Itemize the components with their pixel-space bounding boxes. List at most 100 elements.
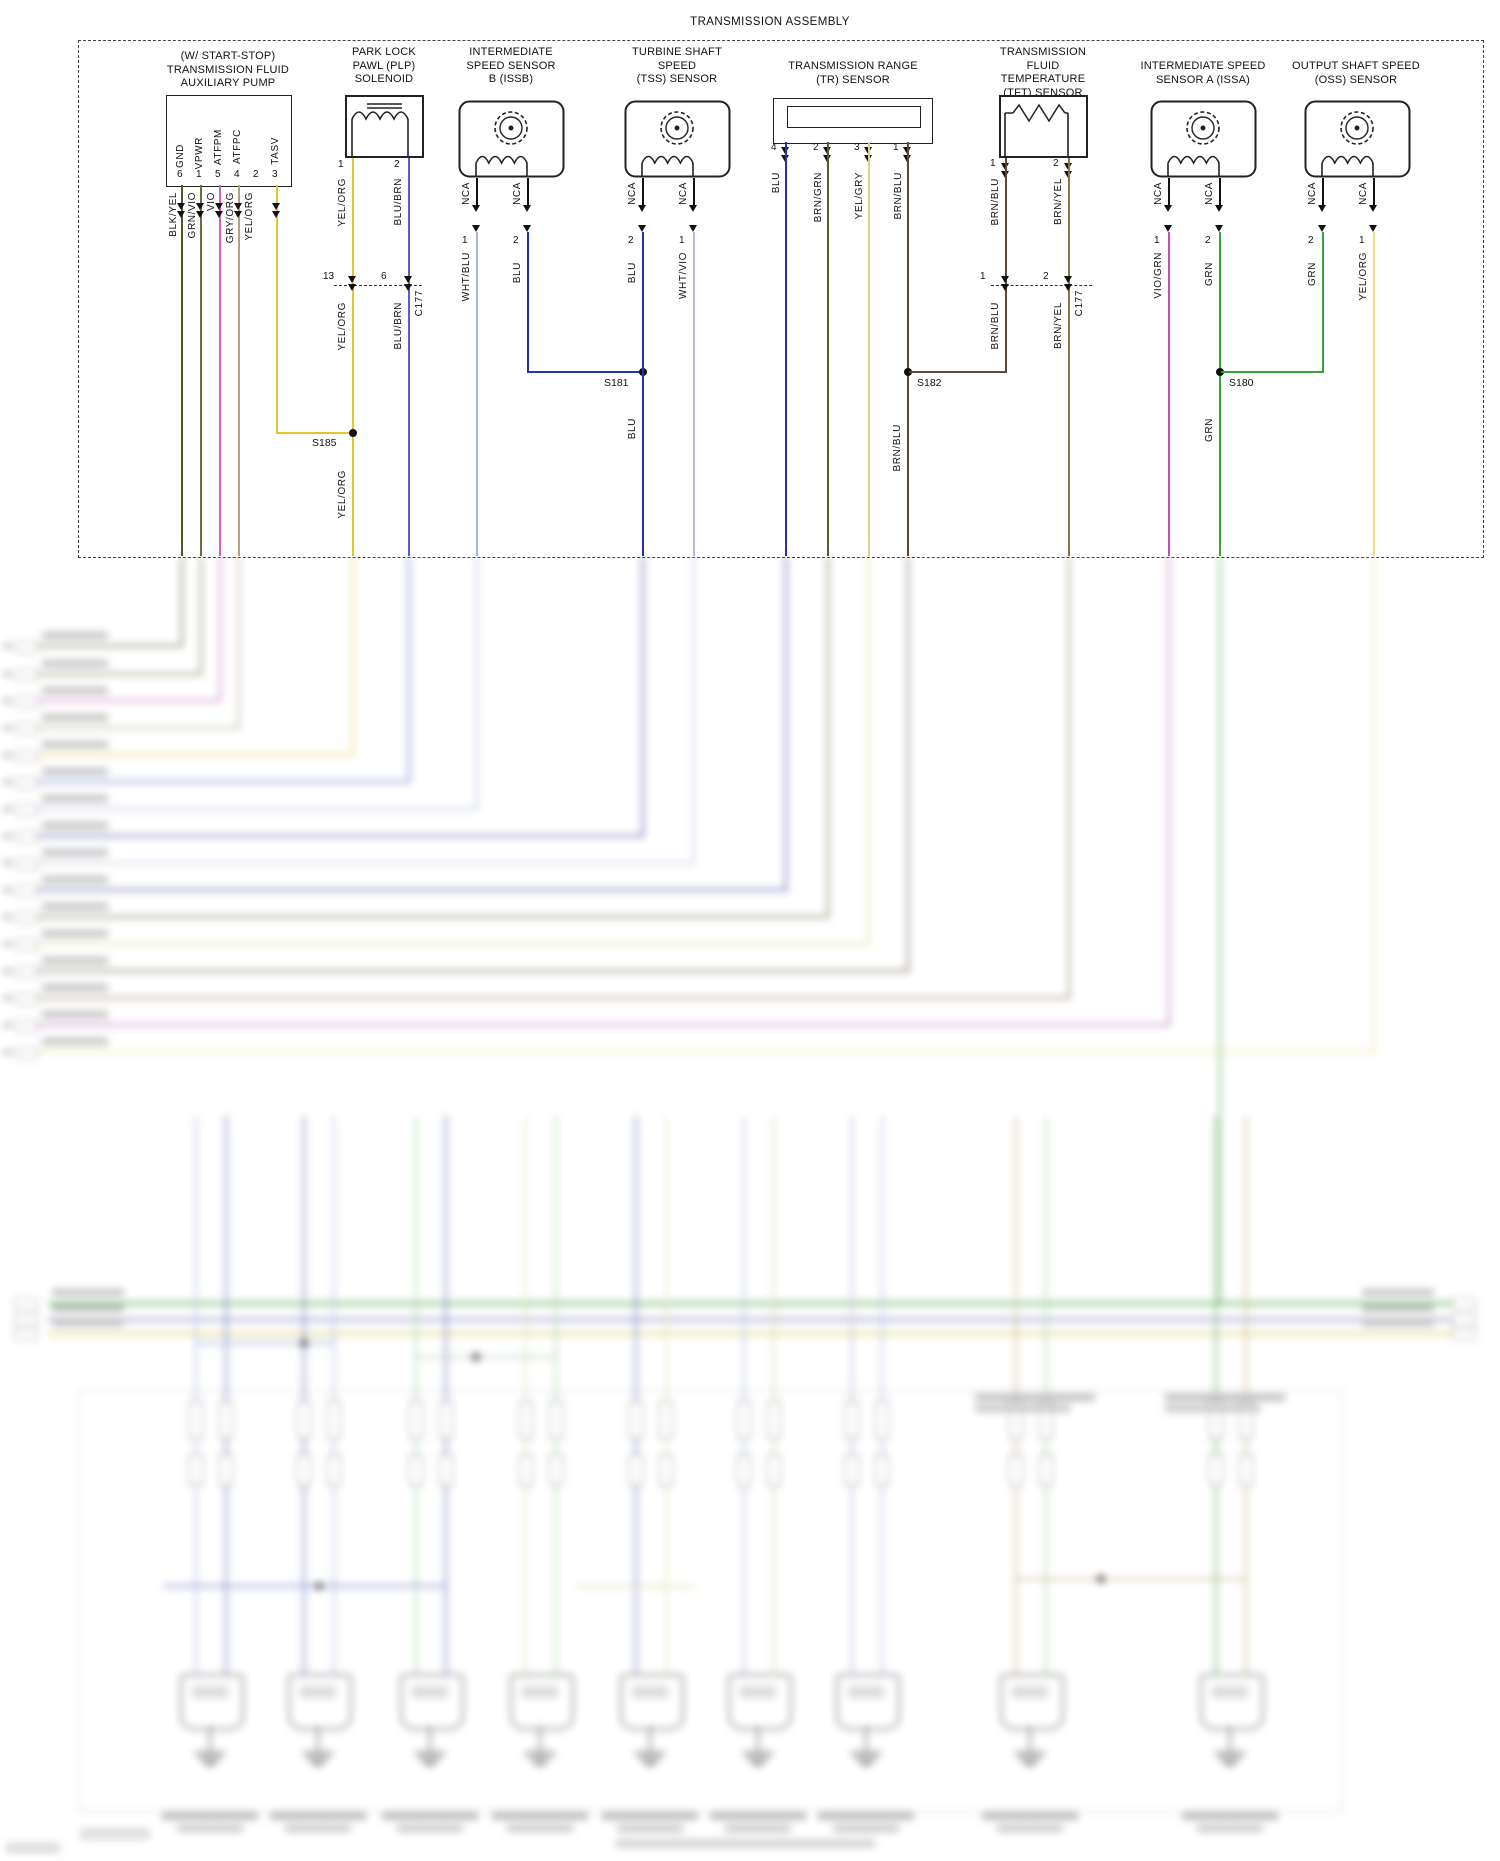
blur-shape bbox=[52, 1305, 124, 1312]
pump-pin-number: 5 bbox=[215, 169, 221, 180]
blur-shape bbox=[1452, 1328, 1476, 1340]
blur-shape bbox=[36, 943, 870, 945]
pump-wire-tasv bbox=[276, 185, 278, 434]
blur-shape bbox=[408, 556, 410, 783]
plp-wire-blubrn bbox=[408, 158, 410, 556]
plp-title-line2: PAWL (PLP) bbox=[352, 59, 416, 72]
pump-pin-number: 1 bbox=[196, 169, 202, 180]
blur-shape bbox=[409, 1454, 423, 1486]
blur-shape bbox=[649, 1726, 651, 1752]
pump-pin-number: 4 bbox=[234, 169, 240, 180]
blur-shape bbox=[492, 1812, 588, 1820]
blur-shape bbox=[1182, 1812, 1278, 1820]
blur-shape bbox=[42, 795, 108, 802]
plp-wire-label-yelorg: YEL/ORG bbox=[337, 470, 348, 519]
blur-shape bbox=[539, 1726, 541, 1752]
inline-connector-arrow bbox=[1318, 205, 1326, 212]
blur-shape bbox=[861, 1763, 871, 1766]
tss-pigtail bbox=[693, 178, 695, 206]
plp-wire-yelorg bbox=[352, 158, 354, 556]
issa-wire-label-viogrn: VIO/GRN bbox=[1153, 252, 1164, 299]
issb-wire-blu bbox=[527, 232, 529, 373]
blur-shape bbox=[313, 1763, 323, 1766]
blur-shape bbox=[42, 741, 108, 748]
speed-sensor-icon bbox=[1150, 100, 1257, 178]
blur-shape bbox=[3, 968, 12, 974]
splice-s182-label: S182 bbox=[917, 377, 942, 389]
issb-pin-number: 2 bbox=[513, 235, 519, 246]
blur-shape bbox=[836, 1674, 900, 1730]
blur-shape bbox=[1212, 1686, 1248, 1698]
tft-title-line2: FLUID TEMPERATURE bbox=[1000, 59, 1086, 86]
blur-shape bbox=[530, 1758, 550, 1761]
c177-pin-number: 1 bbox=[980, 271, 986, 282]
blur-shape bbox=[617, 1825, 683, 1832]
blur-shape bbox=[1362, 1289, 1434, 1296]
blur-shape bbox=[42, 687, 108, 694]
blur-shape bbox=[352, 556, 354, 756]
plp-wire-label-blubrn: BLU/BRN bbox=[393, 302, 404, 350]
blur-shape bbox=[36, 808, 478, 810]
blur-shape bbox=[297, 1454, 311, 1486]
blur-shape bbox=[1015, 1752, 1045, 1755]
tft-wire-label-brnyel: BRN/YEL bbox=[1053, 178, 1064, 225]
blur-shape bbox=[3, 725, 12, 731]
plp-pin-number: 1 bbox=[338, 159, 344, 170]
blur-shape bbox=[665, 1116, 667, 1674]
blur-shape bbox=[856, 1758, 876, 1761]
inline-connector-arrow bbox=[1369, 205, 1377, 212]
tr-pin-number: 1 bbox=[893, 142, 899, 153]
blur-shape bbox=[48, 1318, 1452, 1321]
blur-shape bbox=[16, 1020, 38, 1032]
inline-connector-arrow bbox=[1164, 205, 1172, 212]
tss-title-line1: TURBINE SHAFT bbox=[632, 46, 722, 58]
blur-shape bbox=[3, 698, 12, 704]
blur-shape bbox=[42, 768, 108, 775]
blur-shape bbox=[285, 1825, 351, 1832]
blur-shape bbox=[415, 1752, 445, 1755]
blur-shape bbox=[78, 1390, 1342, 1812]
tr-wire-brnblu bbox=[907, 142, 909, 556]
blur-shape bbox=[1015, 1578, 1245, 1580]
tr-pin-number: 4 bbox=[771, 142, 777, 153]
blur-shape bbox=[42, 903, 108, 910]
blur-shape bbox=[1362, 1319, 1434, 1326]
blur-shape bbox=[16, 777, 38, 789]
issb-wire-whtblu bbox=[476, 232, 478, 556]
blur-shape bbox=[16, 723, 38, 735]
blur-shape bbox=[200, 556, 202, 675]
tft-wire-brnyel bbox=[1068, 158, 1070, 556]
tss-wire-label-whtvio: WHT/VIO bbox=[678, 252, 689, 299]
tss-title-line3: (TSS) SENSOR bbox=[636, 73, 718, 85]
blur-shape bbox=[219, 1454, 233, 1486]
inline-connector-arrow bbox=[472, 205, 480, 212]
blur-shape bbox=[420, 1758, 440, 1761]
blur-shape bbox=[36, 835, 644, 837]
blur-shape bbox=[3, 887, 12, 893]
tss-nca-label: NCA bbox=[627, 182, 638, 205]
blur-shape bbox=[575, 1585, 695, 1587]
plp-pin-number: 2 bbox=[394, 159, 400, 170]
blur-shape bbox=[195, 1116, 197, 1674]
blur-shape bbox=[36, 727, 240, 729]
blur-shape bbox=[16, 831, 38, 843]
blur-shape bbox=[549, 1454, 563, 1486]
pump-signal-vpwr: VPWR bbox=[194, 137, 205, 170]
blur-shape bbox=[773, 1116, 775, 1674]
blur-shape bbox=[42, 930, 108, 937]
blur-shape bbox=[52, 1289, 124, 1296]
blur-shape bbox=[14, 1298, 38, 1310]
blur-shape bbox=[525, 1752, 555, 1755]
s182-wire-label-brnblu: BRN/BLU bbox=[892, 424, 903, 472]
inline-connector-arrow bbox=[196, 211, 204, 218]
tft-wire-label-brnblu: BRN/BLU bbox=[990, 302, 1001, 350]
blur-shape bbox=[881, 1116, 883, 1674]
blur-shape bbox=[16, 1047, 38, 1059]
blur-shape bbox=[42, 876, 108, 883]
blur-shape bbox=[833, 1825, 899, 1832]
blur-shape bbox=[14, 1328, 38, 1340]
plp-title-line3: SOLENOID bbox=[354, 73, 414, 85]
blur-shape bbox=[288, 1674, 352, 1730]
blur-shape bbox=[1039, 1454, 1053, 1486]
tft-thermistor-symbol bbox=[999, 95, 1088, 158]
